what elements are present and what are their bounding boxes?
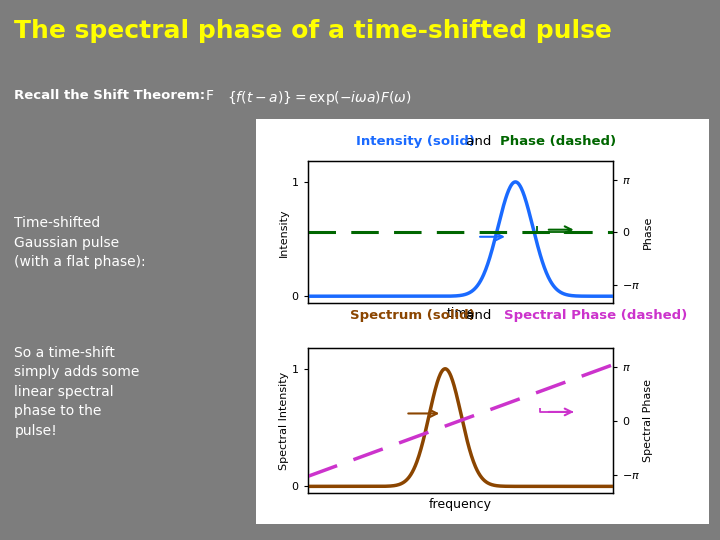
Text: Intensity (solid): Intensity (solid) bbox=[356, 134, 475, 147]
Text: Spectral Phase (dashed): Spectral Phase (dashed) bbox=[504, 309, 688, 322]
Text: The spectral phase of a time-shifted pulse: The spectral phase of a time-shifted pul… bbox=[14, 19, 612, 43]
Text: and: and bbox=[462, 134, 495, 147]
X-axis label: frequency: frequency bbox=[429, 497, 492, 511]
X-axis label: time: time bbox=[446, 307, 474, 320]
Y-axis label: Intensity: Intensity bbox=[279, 208, 289, 256]
Text: Recall the Shift Theorem:: Recall the Shift Theorem: bbox=[14, 89, 205, 102]
Text: $\{f(t-a)\}=\exp(-i\omega a)F(\omega)$: $\{f(t-a)\}=\exp(-i\omega a)F(\omega)$ bbox=[227, 89, 411, 107]
Y-axis label: Spectral Intensity: Spectral Intensity bbox=[279, 372, 289, 470]
Text: So a time-shift
simply adds some
linear spectral
phase to the
pulse!: So a time-shift simply adds some linear … bbox=[14, 346, 140, 437]
Text: $\mathsf{F}$: $\mathsf{F}$ bbox=[205, 89, 215, 103]
Y-axis label: Spectral Phase: Spectral Phase bbox=[643, 379, 653, 462]
Text: Time-shifted
Gaussian pulse
(with a flat phase):: Time-shifted Gaussian pulse (with a flat… bbox=[14, 216, 146, 269]
Text: and: and bbox=[462, 309, 495, 322]
Y-axis label: Phase: Phase bbox=[643, 215, 653, 249]
Text: Spectrum (solid): Spectrum (solid) bbox=[351, 309, 475, 322]
Text: Phase (dashed): Phase (dashed) bbox=[500, 134, 616, 147]
